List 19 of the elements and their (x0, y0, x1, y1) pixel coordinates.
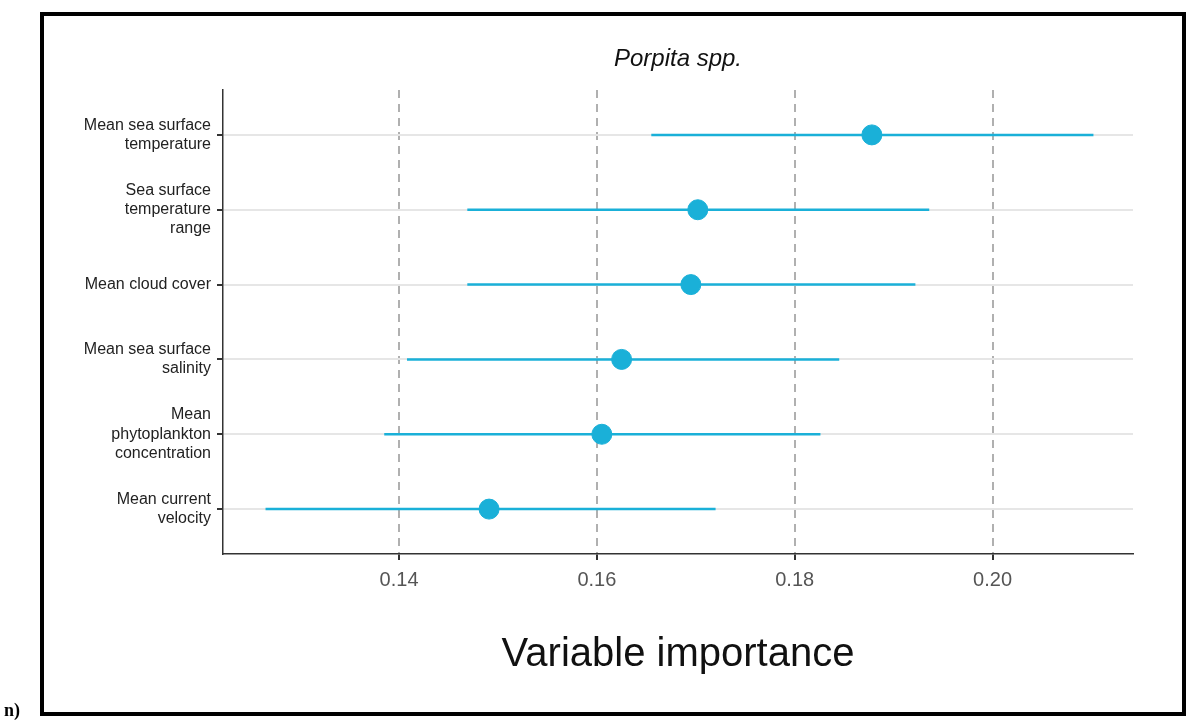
y-tick-label: Mean phytoplankton concentration (111, 405, 211, 461)
x-tick-label: 0.14 (379, 567, 419, 590)
y-tick-label: Mean sea surface salinity (83, 340, 212, 377)
x-tick-label: 0.18 (775, 567, 815, 590)
x-tick-label: 0.16 (577, 567, 617, 590)
point (611, 348, 633, 370)
y-tick-label: Mean sea surface temperature (83, 115, 212, 152)
y-tick-label: Mean cloud cover (84, 274, 212, 292)
y-tick-label: Mean current velocity (116, 489, 212, 527)
x-tick-label: 0.20 (973, 567, 1013, 590)
x-axis-title: Variable importance (500, 630, 856, 675)
point (861, 124, 883, 146)
point (680, 274, 702, 296)
point (591, 423, 613, 445)
chart-title: Porpita spp. (612, 44, 744, 72)
y-tick-label: Sea surface temperature range (124, 180, 212, 237)
point (478, 498, 500, 520)
point (687, 199, 709, 221)
text: n) (4, 700, 21, 721)
